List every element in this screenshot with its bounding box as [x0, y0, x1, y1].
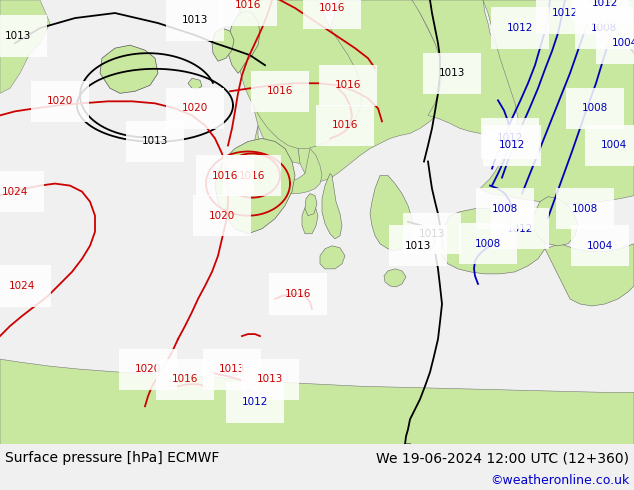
Polygon shape: [298, 0, 450, 182]
Text: ©weatheronline.co.uk: ©weatheronline.co.uk: [489, 474, 629, 487]
Text: 1024: 1024: [2, 187, 28, 196]
Polygon shape: [302, 204, 318, 234]
Text: 1016: 1016: [319, 3, 345, 13]
Text: 1016: 1016: [267, 86, 293, 97]
Text: 1020: 1020: [47, 97, 73, 106]
Text: 1013: 1013: [257, 374, 283, 384]
Polygon shape: [532, 196, 578, 246]
Polygon shape: [0, 0, 50, 93]
Text: 1020: 1020: [182, 103, 208, 113]
Text: 1012: 1012: [497, 133, 523, 144]
Text: 1012: 1012: [507, 23, 533, 33]
Text: 1013: 1013: [219, 364, 245, 374]
Text: 1016: 1016: [212, 171, 238, 180]
Text: 1012: 1012: [499, 141, 525, 150]
Text: 1013: 1013: [5, 31, 31, 41]
Polygon shape: [215, 139, 295, 234]
Text: 1004: 1004: [601, 141, 627, 150]
Text: 1008: 1008: [582, 103, 608, 113]
Polygon shape: [238, 0, 362, 148]
Text: 1016: 1016: [285, 289, 311, 299]
Polygon shape: [384, 269, 406, 287]
Text: 1020: 1020: [209, 211, 235, 220]
Text: 1020: 1020: [135, 364, 161, 374]
Text: 1004: 1004: [587, 241, 613, 251]
Text: 1012: 1012: [552, 8, 578, 18]
Polygon shape: [545, 244, 634, 306]
Polygon shape: [100, 45, 158, 93]
Text: 1008: 1008: [475, 239, 501, 249]
Text: 1013: 1013: [587, 0, 613, 5]
Text: 1016: 1016: [332, 121, 358, 130]
Text: 1013: 1013: [419, 229, 445, 239]
Polygon shape: [440, 209, 545, 274]
Text: 1012: 1012: [592, 0, 618, 8]
Polygon shape: [254, 125, 322, 194]
Text: 1016: 1016: [235, 0, 261, 10]
Polygon shape: [212, 28, 234, 61]
Text: 1008: 1008: [572, 204, 598, 214]
Text: 1013: 1013: [439, 68, 465, 78]
Text: 1016: 1016: [335, 80, 361, 90]
Text: Surface pressure [hPa] ECMWF: Surface pressure [hPa] ECMWF: [5, 451, 219, 466]
Polygon shape: [305, 194, 317, 216]
Polygon shape: [370, 175, 412, 251]
Text: 1008: 1008: [492, 204, 518, 214]
Polygon shape: [322, 173, 342, 239]
Text: 1012: 1012: [242, 397, 268, 407]
Polygon shape: [480, 0, 634, 204]
Text: 1012: 1012: [507, 224, 533, 234]
Polygon shape: [228, 11, 260, 73]
Polygon shape: [0, 359, 634, 444]
Text: 1024: 1024: [9, 281, 36, 291]
Polygon shape: [320, 246, 345, 269]
Polygon shape: [238, 0, 310, 164]
Text: 1004: 1004: [612, 38, 634, 48]
Text: We 19-06-2024 12:00 UTC (12+360): We 19-06-2024 12:00 UTC (12+360): [376, 451, 629, 466]
Text: 1013: 1013: [142, 136, 168, 147]
Polygon shape: [188, 78, 202, 89]
Text: 1016: 1016: [172, 374, 198, 384]
Polygon shape: [412, 0, 518, 133]
Text: 1013: 1013: [182, 15, 208, 25]
Text: 1008: 1008: [591, 23, 617, 33]
Text: 1013: 1013: [405, 241, 431, 251]
Text: 1016: 1016: [239, 171, 265, 180]
